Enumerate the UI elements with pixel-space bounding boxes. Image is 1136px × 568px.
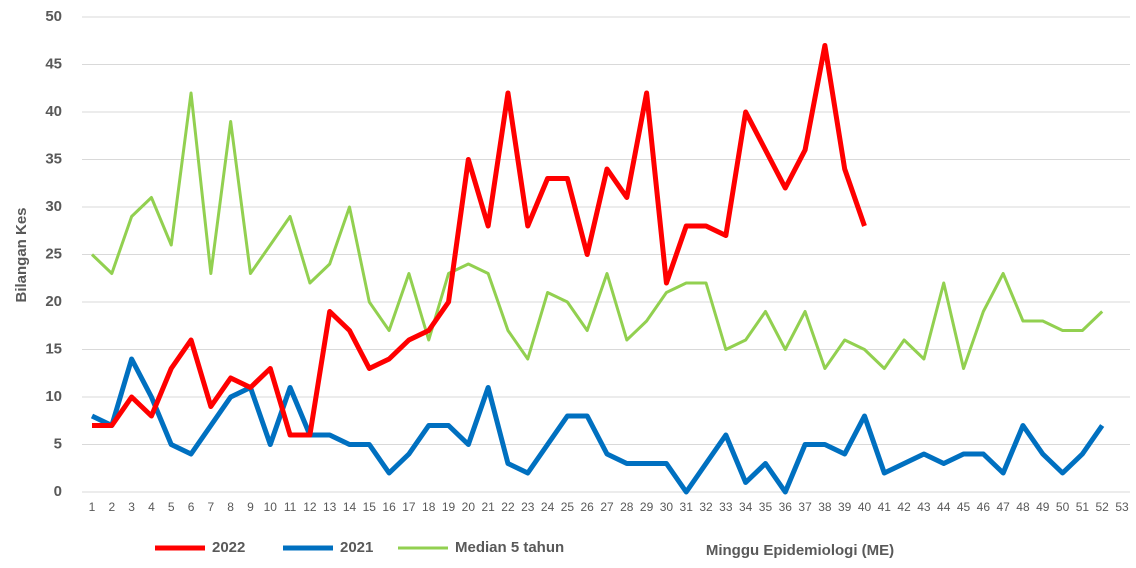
x-tick-label: 24 (541, 500, 555, 514)
y-tick-label: 25 (45, 245, 62, 262)
x-tick-label: 15 (363, 500, 377, 514)
x-tick-label: 22 (501, 500, 515, 514)
series-line (90, 356, 1105, 495)
x-tick-label: 5 (168, 500, 175, 514)
x-tick-label: 37 (798, 500, 812, 514)
x-tick-label: 25 (561, 500, 575, 514)
x-tick-label: 26 (581, 500, 595, 514)
x-tick-label: 34 (739, 500, 753, 514)
x-tick-label: 8 (227, 500, 234, 514)
x-tick-label: 20 (462, 500, 476, 514)
x-tick-label: 11 (284, 500, 297, 514)
x-tick-label: 53 (1115, 500, 1129, 514)
legend-label: 2021 (340, 539, 373, 556)
y-tick-label: 45 (45, 55, 62, 72)
x-tick-label: 46 (977, 500, 991, 514)
x-tick-label: 3 (128, 500, 135, 514)
x-tick-label: 47 (996, 500, 1010, 514)
x-tick-label: 32 (699, 500, 713, 514)
x-axis-title: Minggu Epidemiologi (ME) (706, 542, 894, 559)
x-tick-label: 19 (442, 500, 456, 514)
x-tick-label: 28 (620, 500, 634, 514)
x-tick-label: 7 (208, 500, 215, 514)
x-tick-label: 23 (521, 500, 535, 514)
x-tick-label: 29 (640, 500, 654, 514)
x-tick-label: 43 (917, 500, 931, 514)
x-tick-label: 51 (1076, 500, 1090, 514)
x-tick-label: 13 (323, 500, 337, 514)
y-tick-label: 0 (54, 483, 62, 500)
x-tick-label: 2 (108, 500, 115, 514)
x-tick-label: 40 (858, 500, 872, 514)
y-tick-label: 40 (45, 103, 62, 120)
x-tick-label: 9 (247, 500, 254, 514)
x-tick-label: 4 (148, 500, 155, 514)
x-tick-label: 6 (188, 500, 195, 514)
series-line (90, 91, 1104, 370)
x-tick-label: 52 (1096, 500, 1110, 514)
x-tick-label: 41 (878, 500, 892, 514)
y-tick-label: 10 (45, 388, 62, 405)
x-tick-label: 35 (759, 500, 773, 514)
y-tick-label: 5 (54, 435, 62, 452)
x-tick-label: 38 (818, 500, 832, 514)
x-tick-label: 33 (719, 500, 733, 514)
x-tick-label: 10 (264, 500, 278, 514)
y-tick-label: 35 (45, 150, 62, 167)
x-tick-label: 16 (382, 500, 396, 514)
x-tick-label: 42 (897, 500, 911, 514)
x-tick-label: 1 (89, 500, 96, 514)
legend-label: 2022 (212, 539, 245, 556)
x-tick-label: 39 (838, 500, 852, 514)
x-tick-label: 30 (660, 500, 674, 514)
y-axis-title: Bilangan Kes (13, 207, 30, 302)
y-tick-label: 15 (45, 340, 62, 357)
y-tick-label: 30 (45, 198, 62, 215)
x-tick-label: 31 (680, 500, 694, 514)
x-tick-label: 18 (422, 500, 436, 514)
x-tick-label: 27 (600, 500, 614, 514)
x-tick-label: 17 (402, 500, 416, 514)
y-tick-label: 20 (45, 293, 62, 310)
legend-label: Median 5 tahun (455, 539, 564, 556)
x-tick-label: 50 (1056, 500, 1070, 514)
x-tick-label: 44 (937, 500, 951, 514)
x-tick-label: 45 (957, 500, 971, 514)
x-tick-label: 14 (343, 500, 357, 514)
x-tick-label: 49 (1036, 500, 1050, 514)
x-tick-label: 21 (481, 500, 495, 514)
x-tick-label: 48 (1016, 500, 1030, 514)
x-tick-label: 36 (779, 500, 793, 514)
y-tick-label: 50 (45, 8, 62, 25)
x-tick-label: 12 (303, 500, 317, 514)
series-line (92, 43, 867, 438)
